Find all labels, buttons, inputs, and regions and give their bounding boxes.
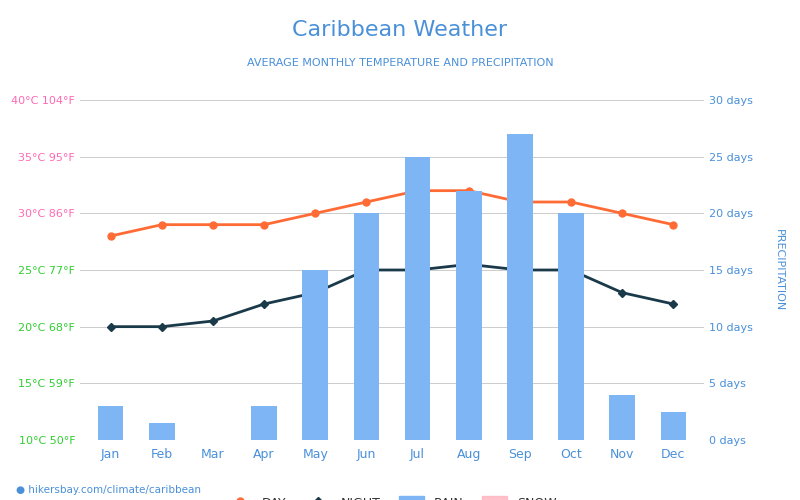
Bar bbox=[354, 214, 379, 440]
Bar bbox=[302, 270, 328, 440]
Bar bbox=[610, 394, 635, 440]
Bar bbox=[456, 190, 482, 440]
Bar bbox=[558, 214, 584, 440]
Bar bbox=[507, 134, 533, 440]
Text: Caribbean Weather: Caribbean Weather bbox=[293, 20, 507, 40]
Text: ● hikersbay.com/climate/caribbean: ● hikersbay.com/climate/caribbean bbox=[16, 485, 201, 495]
Bar bbox=[405, 156, 430, 440]
Bar bbox=[251, 406, 277, 440]
Text: AVERAGE MONTHLY TEMPERATURE AND PRECIPITATION: AVERAGE MONTHLY TEMPERATURE AND PRECIPIT… bbox=[246, 58, 554, 68]
Legend: DAY, NIGHT, RAIN, SNOW: DAY, NIGHT, RAIN, SNOW bbox=[222, 491, 562, 500]
Bar bbox=[661, 412, 686, 440]
Bar bbox=[98, 406, 123, 440]
Bar bbox=[149, 423, 174, 440]
Y-axis label: PRECIPITATION: PRECIPITATION bbox=[774, 229, 784, 311]
